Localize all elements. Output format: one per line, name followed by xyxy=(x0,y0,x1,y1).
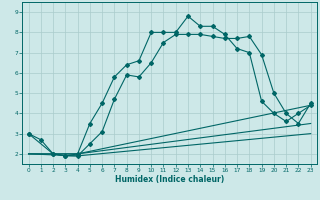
X-axis label: Humidex (Indice chaleur): Humidex (Indice chaleur) xyxy=(115,175,224,184)
